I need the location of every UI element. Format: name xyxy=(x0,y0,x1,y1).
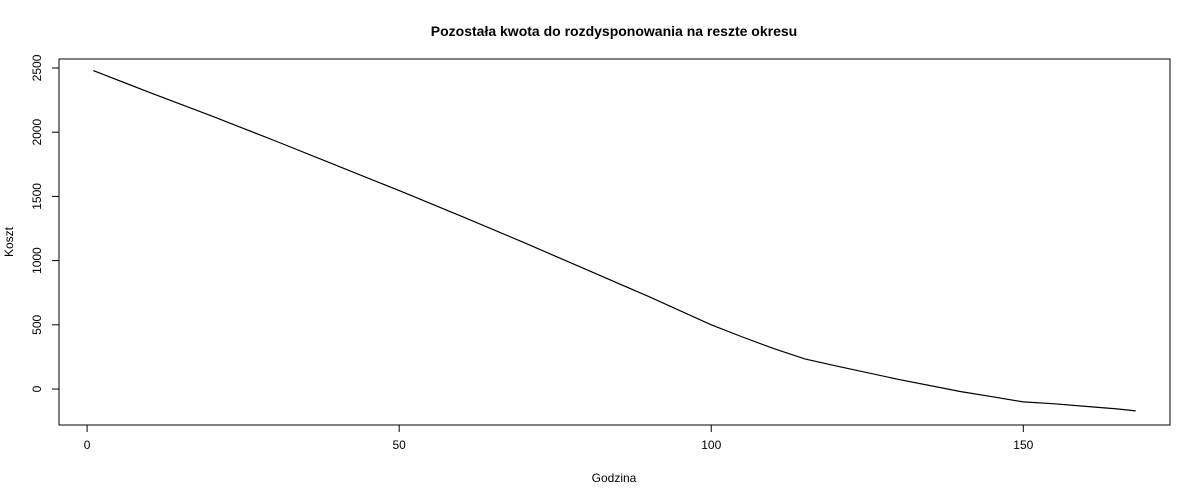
y-tick-label: 2500 xyxy=(30,54,44,81)
y-tick-label: 1000 xyxy=(30,247,44,274)
y-tick-label: 2000 xyxy=(30,119,44,146)
chart-title: Pozostała kwota do rozdysponowania na re… xyxy=(431,23,797,39)
plot-frame xyxy=(58,58,1171,426)
x-tick-label: 100 xyxy=(701,438,721,452)
x-axis: 0 50 100 150 xyxy=(84,425,1034,452)
series-group xyxy=(93,70,1136,412)
y-axis-label: Koszt xyxy=(2,226,16,257)
x-tick-label: 50 xyxy=(392,438,406,452)
y-tick-label: 0 xyxy=(30,385,44,392)
series-line xyxy=(93,70,1136,412)
x-tick-label: 150 xyxy=(1013,438,1033,452)
y-tick-label: 1500 xyxy=(30,183,44,210)
x-axis-label: Godzina xyxy=(592,471,637,485)
x-tick-label: 0 xyxy=(84,438,91,452)
y-tick-label: 500 xyxy=(30,314,44,334)
y-axis: 0 500 1000 1500 2000 2500 xyxy=(30,54,59,392)
